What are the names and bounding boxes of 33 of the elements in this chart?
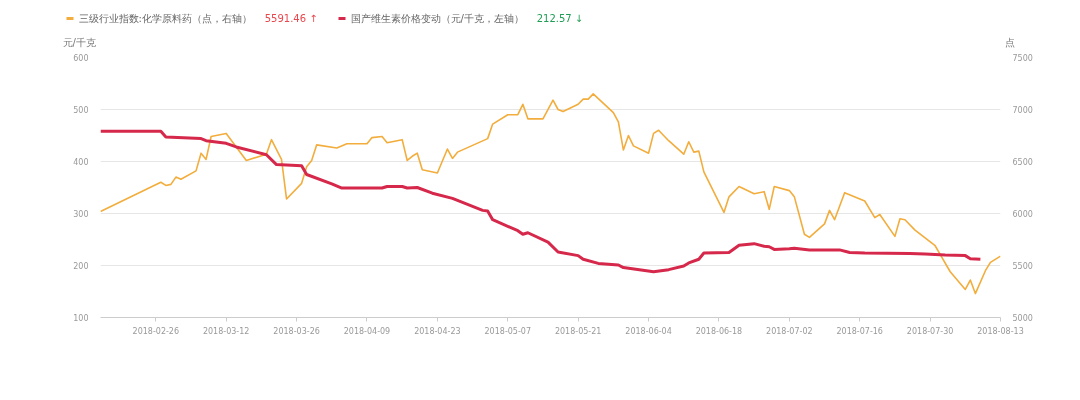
x-tick-label: 2018-08-13	[977, 326, 1024, 336]
legend-label: 国产维生素价格变动（元/千克，左轴）	[350, 13, 524, 24]
y2-tick-label: 7000	[1012, 106, 1033, 115]
legend-label: 三级行业指数:化学原料药（点，右轴）	[78, 13, 252, 24]
x-tick-label: 2018-02-26	[132, 326, 180, 336]
y-tick-label: 600	[73, 54, 89, 63]
y-tick-label: 200	[73, 262, 89, 271]
x-tick-label: 2018-07-30	[906, 326, 954, 336]
line-series	[100, 129, 982, 274]
x-tick-label: 2018-07-16	[836, 326, 883, 336]
y-tick-label: 500	[73, 106, 89, 115]
text: 5591.46 ↑	[264, 13, 318, 24]
y2-axis-title: 点	[1004, 37, 1015, 48]
x-tick-label: 2018-06-04	[625, 326, 672, 336]
y-tick-label: 400	[73, 158, 89, 167]
y-tick-label: 300	[73, 210, 89, 219]
y2-tick-label: 7500	[1012, 54, 1033, 63]
y2-tick-label: 6000	[1012, 210, 1033, 219]
x-tick-label: 2018-06-18	[695, 326, 743, 336]
x-tick-label: 2018-04-09	[343, 326, 391, 336]
y2-tick-label: 6500	[1012, 158, 1033, 167]
x-tick-label: 2018-07-02	[766, 326, 813, 336]
line-series	[100, 93, 1001, 295]
y-tick-label: 100	[73, 314, 89, 323]
x-tick-label: 2018-03-26	[273, 326, 320, 336]
y-axis-title: 元/千克	[62, 37, 96, 48]
y2-tick-label: 5000	[1012, 314, 1033, 323]
x-tick-label: 2018-05-07	[484, 326, 532, 336]
x-tick-label: 2018-03-12	[202, 326, 250, 336]
x-tick-label: 2018-05-21	[554, 326, 602, 336]
x-tick-label: 2018-04-23	[414, 326, 461, 336]
text: 212.57 ↓	[536, 13, 584, 24]
y2-tick-label: 5500	[1012, 262, 1033, 271]
